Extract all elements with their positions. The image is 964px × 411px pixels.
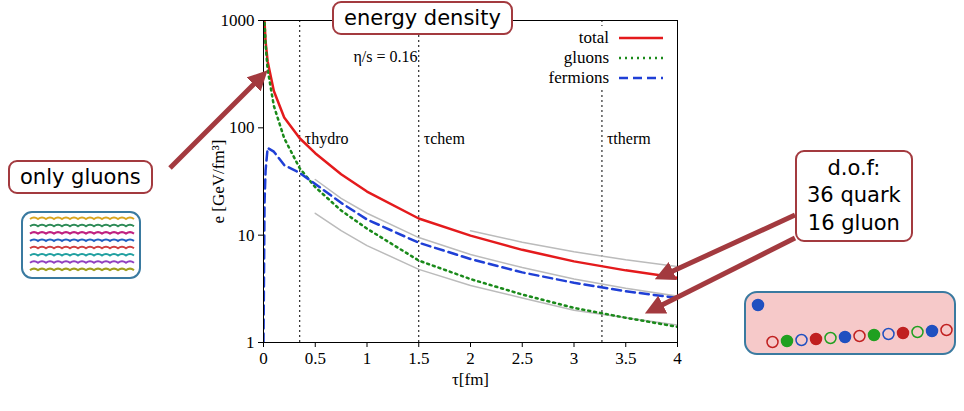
svg-text:0.5: 0.5 [305, 349, 326, 368]
svg-text:1: 1 [246, 333, 255, 352]
svg-text:1.5: 1.5 [408, 349, 429, 368]
html-text:energy density: energy density [344, 6, 501, 30]
svg-text:τ[fm]: τ[fm] [452, 370, 489, 389]
html-text:16 gluon: 16 gluon [807, 210, 900, 235]
svg-text:e [GeV/fm³]: e [GeV/fm³] [209, 140, 228, 224]
svg-text:100: 100 [229, 118, 255, 137]
html-text:gluons: gluons [563, 48, 609, 67]
svg-text:τhydro: τhydro [305, 130, 349, 148]
svg-text:τchem: τchem [424, 130, 466, 147]
svg-text:3.5: 3.5 [615, 349, 636, 368]
svg-text:1000: 1000 [221, 11, 255, 30]
svg-text:1: 1 [363, 349, 372, 368]
html-text:36 quark: 36 quark [807, 183, 901, 208]
svg-text:3: 3 [570, 349, 579, 368]
html-text:only gluons: only gluons [20, 165, 141, 189]
svg-text:0: 0 [259, 349, 268, 368]
svg-text:4: 4 [673, 349, 682, 368]
svg-text:2: 2 [466, 349, 475, 368]
html-text:total: total [578, 28, 609, 47]
svg-text:η/s = 0.16: η/s = 0.16 [354, 48, 418, 66]
html-text:fermions: fermions [548, 68, 609, 87]
html-text:d.o.f:: d.o.f: [827, 156, 881, 180]
svg-text:10: 10 [238, 226, 255, 245]
svg-text:τtherm: τtherm [607, 130, 651, 147]
svg-text:2.5: 2.5 [512, 349, 533, 368]
